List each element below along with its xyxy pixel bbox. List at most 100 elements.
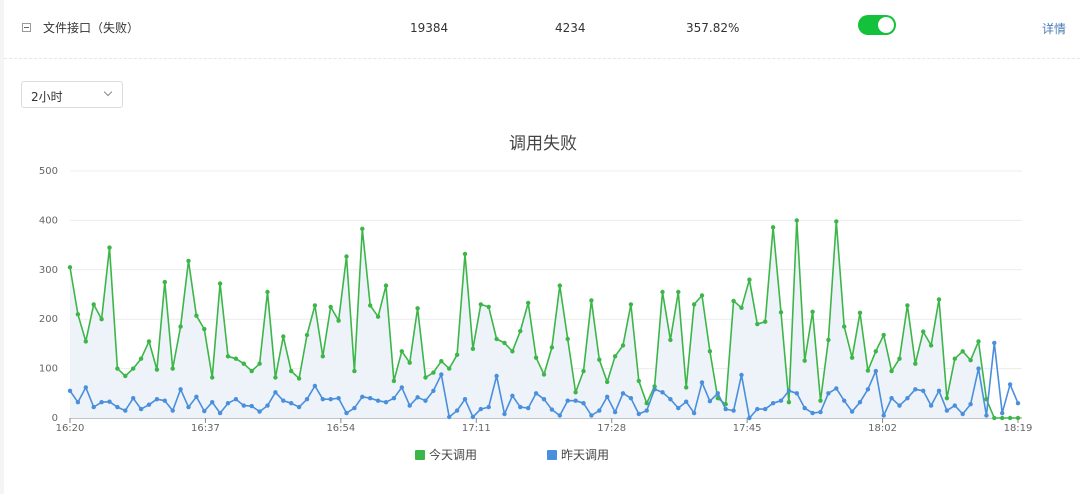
data-point <box>107 245 112 250</box>
data-point <box>486 404 491 410</box>
alert-toggle[interactable] <box>858 15 896 35</box>
data-point <box>526 300 531 306</box>
x-tick-label: 16:20 <box>56 423 85 434</box>
data-point <box>154 367 160 372</box>
data-point <box>992 340 997 346</box>
data-point <box>217 281 223 286</box>
data-point <box>423 375 428 380</box>
data-point <box>976 339 981 344</box>
data-point <box>273 390 278 395</box>
legend-item[interactable]: 昨天调用 <box>547 448 609 462</box>
data-point <box>913 361 918 366</box>
data-point <box>470 414 476 420</box>
data-point <box>605 394 610 399</box>
x-tick-label: 16:54 <box>326 423 355 434</box>
data-point <box>826 391 831 396</box>
data-point <box>707 399 713 404</box>
data-point <box>454 352 460 357</box>
data-point <box>921 329 926 334</box>
data-point <box>1007 415 1013 421</box>
data-point <box>889 368 894 374</box>
data-point <box>328 397 333 402</box>
data-point <box>960 349 965 354</box>
data-point <box>273 375 278 380</box>
api-row: 文件接口（失败） 19384 4234 357.82% 详情 <box>4 0 1080 59</box>
data-point <box>320 354 325 359</box>
data-point <box>146 339 152 344</box>
y-tick-label: 400 <box>39 215 58 226</box>
data-point <box>115 404 120 410</box>
data-point <box>510 349 515 354</box>
data-point <box>897 403 902 408</box>
data-point <box>447 366 452 371</box>
data-point <box>684 399 689 404</box>
data-point <box>936 297 942 302</box>
collapse-icon[interactable] <box>22 23 31 32</box>
data-point <box>383 400 389 405</box>
data-point <box>818 409 823 415</box>
data-point <box>454 408 460 413</box>
data-point <box>944 396 950 401</box>
data-point <box>304 332 310 338</box>
data-point <box>747 277 752 282</box>
data-point <box>691 302 697 307</box>
data-point <box>620 391 626 396</box>
data-point <box>296 404 302 410</box>
data-point <box>778 310 784 315</box>
data-point <box>67 388 73 393</box>
data-point <box>723 406 728 412</box>
data-point <box>731 298 736 304</box>
data-point <box>352 368 357 374</box>
data-point <box>249 403 254 409</box>
data-point <box>905 396 910 401</box>
data-point <box>557 283 562 288</box>
data-point <box>518 328 523 334</box>
data-point <box>857 400 863 405</box>
data-point <box>660 390 665 395</box>
legend-item[interactable]: 今天调用 <box>415 447 477 462</box>
data-point <box>755 321 760 327</box>
data-point <box>249 368 254 374</box>
data-point <box>360 226 365 231</box>
data-point <box>146 402 152 407</box>
data-point <box>1015 415 1021 421</box>
data-point <box>241 361 246 366</box>
data-point <box>1000 415 1005 421</box>
data-point <box>873 368 878 374</box>
data-point <box>241 403 246 408</box>
data-point <box>739 372 744 378</box>
data-point <box>984 413 989 418</box>
data-point <box>368 303 373 308</box>
data-point <box>194 394 199 399</box>
data-point <box>304 397 310 402</box>
data-point <box>533 391 539 396</box>
data-point <box>668 337 673 343</box>
data-point <box>265 289 270 295</box>
data-point <box>849 409 855 414</box>
data-point <box>818 398 823 403</box>
data-point <box>802 405 807 411</box>
data-point <box>889 396 894 401</box>
data-point <box>360 394 365 399</box>
data-point <box>794 218 799 223</box>
data-point <box>992 415 997 421</box>
x-tick-label: 17:45 <box>733 423 762 434</box>
data-point <box>312 303 318 308</box>
time-range-select[interactable]: 2小时 <box>21 81 123 108</box>
data-point <box>612 354 618 359</box>
count-yesterday: 4234 <box>555 21 586 35</box>
data-point <box>162 279 167 285</box>
data-point <box>67 265 73 270</box>
data-point <box>573 398 578 403</box>
data-point <box>170 408 175 413</box>
data-point <box>344 410 349 416</box>
data-point <box>707 349 713 354</box>
data-point <box>731 408 736 413</box>
details-link[interactable]: 详情 <box>1042 22 1067 36</box>
data-point <box>502 411 507 417</box>
data-point <box>691 410 697 416</box>
data-point <box>217 410 223 416</box>
data-point <box>834 219 839 224</box>
data-point <box>91 404 96 410</box>
data-point <box>826 337 831 343</box>
